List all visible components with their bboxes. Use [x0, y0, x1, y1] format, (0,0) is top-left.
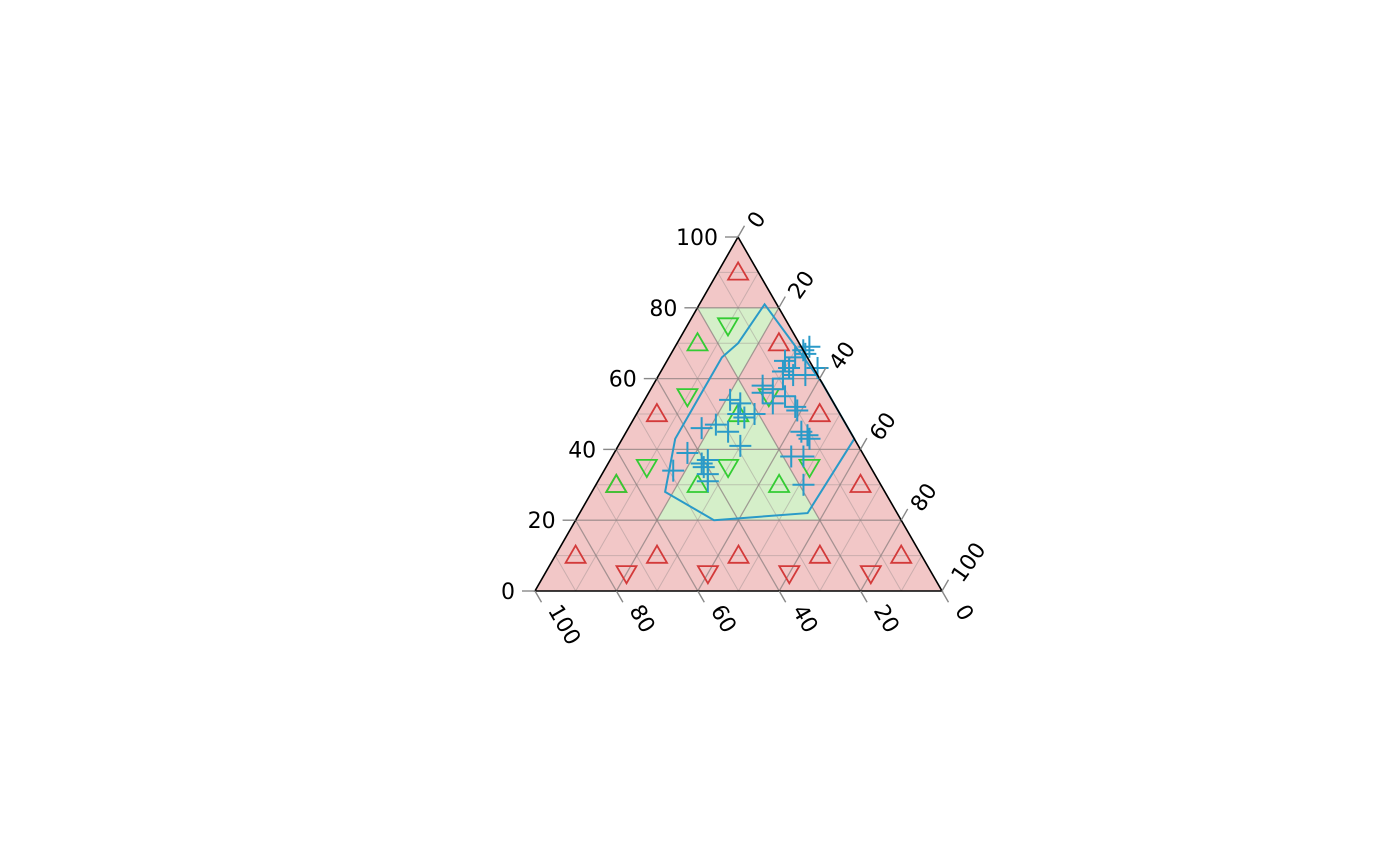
- triangle-frame: [533, 235, 944, 592]
- data-point: [729, 434, 752, 457]
- grid-line-left: [595, 484, 658, 592]
- triangle-up-marker: [645, 543, 669, 564]
- data-point: [751, 381, 774, 404]
- grid-line-right: [738, 413, 841, 592]
- triangle-down-marker: [716, 317, 740, 338]
- bottom-tick-label: 0: [949, 601, 978, 626]
- left-tick-label: 80: [649, 297, 677, 322]
- data-point: [796, 424, 819, 447]
- bottom-tick-label: 20: [868, 601, 904, 638]
- triangle-up-marker: [685, 331, 710, 352]
- grid-line-left: [554, 555, 577, 592]
- triangle-up-marker: [767, 473, 791, 493]
- grid-line-right: [900, 555, 923, 592]
- data-point: [696, 470, 719, 493]
- right-tick-label: 0: [743, 207, 772, 233]
- triangle-up-marker: [686, 473, 710, 493]
- data-points: [662, 335, 829, 496]
- data-point: [774, 385, 797, 408]
- left-tick-label: 40: [568, 438, 596, 463]
- right-tick: [859, 437, 868, 450]
- triangle-up-marker: [848, 473, 873, 493]
- right-tick: [818, 366, 827, 379]
- triangle-up-marker: [767, 331, 791, 352]
- data-point: [719, 388, 742, 411]
- ternary-grid: [554, 271, 923, 592]
- bottom-tick: [941, 590, 950, 603]
- data-point: [729, 392, 752, 415]
- data-point: [717, 420, 740, 443]
- bottom-tick: [534, 590, 543, 603]
- right-tick-label: 40: [825, 338, 862, 375]
- right-tick: [737, 225, 746, 238]
- data-point: [662, 459, 685, 482]
- data-point: [782, 364, 805, 387]
- bottom-tick: [859, 590, 868, 603]
- triangle-down-marker: [696, 565, 720, 586]
- data-point: [771, 367, 794, 390]
- right-tick-label: 80: [906, 479, 943, 516]
- bottom-tick: [615, 590, 624, 603]
- data-point: [690, 417, 713, 440]
- triangle-down-marker: [716, 458, 740, 479]
- data-point: [727, 403, 750, 425]
- data-point: [690, 452, 713, 475]
- triangle-down-marker: [675, 388, 699, 409]
- triangle-up-marker: [645, 402, 669, 423]
- data-point: [792, 473, 815, 496]
- data-point: [784, 346, 807, 369]
- bottom-tick-label: 40: [787, 601, 823, 638]
- left-tick-label: 0: [501, 580, 515, 605]
- right-tick: [941, 579, 950, 592]
- grid-line-right: [819, 484, 882, 592]
- right-tick: [900, 508, 909, 521]
- major-line-right: [778, 449, 861, 592]
- major-line-left: [656, 378, 780, 592]
- bottom-tick-label: 60: [705, 601, 741, 638]
- data-point: [798, 427, 821, 450]
- triangle-down-marker: [777, 565, 801, 586]
- major-line-right: [860, 519, 902, 592]
- triangle-down-marker: [797, 458, 822, 479]
- bottom-tick-label: 80: [624, 601, 660, 638]
- data-point: [784, 395, 807, 418]
- right-tick-label: 60: [865, 408, 902, 445]
- major-line-left: [575, 519, 617, 592]
- triangle-up-marker: [726, 260, 750, 281]
- data-point: [792, 445, 815, 468]
- grid-line-left: [676, 342, 821, 592]
- left-tick-label: 20: [528, 509, 556, 534]
- bottom-tick-label: 100: [542, 601, 585, 650]
- triangle-down-marker: [859, 565, 883, 586]
- triangle-up-marker: [604, 473, 628, 493]
- left-tick-label: 100: [676, 226, 718, 251]
- grid-line-right: [656, 342, 800, 592]
- data-point: [676, 441, 699, 464]
- data-point: [786, 399, 809, 422]
- triangle-up-marker: [726, 543, 751, 564]
- triangle-up-marker: [808, 543, 832, 564]
- triangle-outline: [533, 235, 944, 592]
- right-tick-label: 20: [784, 267, 821, 304]
- bottom-tick: [697, 590, 705, 603]
- bottom-tick: [778, 590, 787, 603]
- right-tick: [778, 296, 786, 309]
- major-line-right: [697, 378, 821, 592]
- left-tick-label: 60: [609, 368, 637, 393]
- data-point: [733, 406, 756, 429]
- grid-line-right: [575, 272, 759, 592]
- triangle-down-marker: [614, 565, 639, 586]
- triangle-up-marker: [808, 402, 832, 423]
- triangle-up-marker: [564, 543, 588, 564]
- data-point: [704, 413, 727, 436]
- data-point: [761, 392, 784, 415]
- right-tick-label: 100: [947, 538, 992, 587]
- triangle-down-marker: [635, 458, 659, 479]
- triangle-up-marker: [889, 543, 913, 564]
- major-line-left: [615, 449, 699, 592]
- grid-line-left: [636, 413, 739, 592]
